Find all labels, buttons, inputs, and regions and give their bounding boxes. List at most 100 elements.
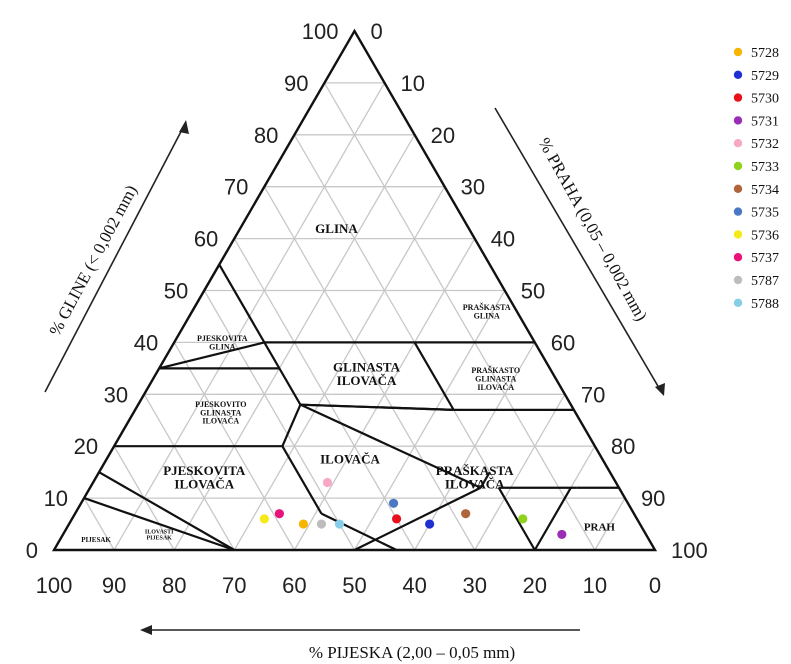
silt-tick-label: 40 xyxy=(491,227,515,252)
legend-label-5732: 5732 xyxy=(751,137,779,152)
silt-tick-label: 30 xyxy=(461,175,485,200)
class-boundary xyxy=(83,497,235,552)
silt-tick-label: 0 xyxy=(371,19,383,44)
sample-point-5733 xyxy=(518,514,528,524)
sand-tick-label: 100 xyxy=(36,573,73,598)
sample-point-5732 xyxy=(322,477,333,488)
region-label-silty-clay: PRAŠKASTA xyxy=(463,302,511,312)
sand-tick-label: 80 xyxy=(162,573,186,598)
region-label-sand: PIJESAK xyxy=(81,536,111,544)
triangle-frame xyxy=(51,28,658,552)
sand-tick-label: 60 xyxy=(282,573,306,598)
class-boundary xyxy=(299,403,482,489)
grid-line-silt-90 xyxy=(594,497,626,551)
clay-tick-label: 40 xyxy=(134,330,158,355)
class-boundary xyxy=(354,486,482,551)
grid-line-silt-70 xyxy=(474,393,566,551)
clay-axis-arrowhead xyxy=(179,120,189,134)
legend-marker-5730 xyxy=(733,93,743,102)
sample-point-5731 xyxy=(557,529,567,540)
class-boundary xyxy=(533,487,572,551)
legend-label-5730: 5730 xyxy=(751,92,779,107)
region-label-sandy-clay: GLINA xyxy=(209,342,235,351)
grid-line-sand-70 xyxy=(143,393,235,551)
silt-tick-label: 60 xyxy=(551,330,575,355)
region-label-loamy-sand: ILOVASTI xyxy=(145,529,174,535)
sample-points xyxy=(259,477,567,540)
clay-tick-label: 100 xyxy=(302,19,339,44)
sample-point-5728 xyxy=(298,519,309,529)
texture-class-boundaries xyxy=(83,263,619,552)
legend-marker-5735 xyxy=(733,207,743,216)
region-label-sandy-loam: PJESKOVITA xyxy=(163,463,246,478)
class-boundary xyxy=(281,404,302,447)
clay-tick-label: 20 xyxy=(74,434,98,459)
sand-tick-label: 30 xyxy=(462,573,486,598)
region-label-loamy-sand: PIJESAK xyxy=(147,536,173,542)
silt-axis-arrow xyxy=(494,107,663,394)
class-boundary xyxy=(479,471,491,489)
silt-tick-label: 100 xyxy=(671,538,708,563)
legend-label-5729: 5729 xyxy=(751,69,779,84)
grid-line-sand-50 xyxy=(203,290,356,551)
class-boundary xyxy=(320,512,398,551)
class-boundary xyxy=(497,487,536,551)
class-boundary xyxy=(300,403,454,411)
legend-label-5728: 5728 xyxy=(751,46,779,61)
sample-point-5734 xyxy=(461,509,471,519)
sand-tick-label: 0 xyxy=(649,573,661,598)
class-boundary xyxy=(98,471,235,551)
clay-tick-label: 80 xyxy=(254,123,278,148)
region-label-sandy-clay: PJESKOVITA xyxy=(197,334,248,343)
legend-marker-5788 xyxy=(733,298,743,307)
sand-axis-title: % PIJESKA (2,00 – 0,05 mm) xyxy=(309,643,515,662)
sand-tick-label: 90 xyxy=(102,573,126,598)
sample-point-5735 xyxy=(388,498,399,508)
sand-axis: % PIJESKA (2,00 – 0,05 mm) xyxy=(140,625,580,662)
region-label-clay-loam: ILOVAČA xyxy=(337,373,397,388)
sample-point-5737 xyxy=(274,509,284,519)
region-label-sandy-clay-loam: ILOVAČA xyxy=(202,416,239,426)
region-label-loam: ILOVAČA xyxy=(320,452,380,467)
legend-marker-5737 xyxy=(733,253,743,262)
legend-label-5735: 5735 xyxy=(751,206,779,221)
region-label-silty-clay-loam: GLINASTA xyxy=(475,375,516,384)
sample-point-5729 xyxy=(425,519,435,529)
grid-line-sand-30 xyxy=(263,186,476,551)
region-label-silty-clay-loam: PRAŠKASTO xyxy=(471,365,520,375)
grid-line-silt-60 xyxy=(414,342,536,551)
clay-axis: % GLINE (< 0,002 mm) xyxy=(44,120,189,393)
region-label-silt-loam: ILOVAČA xyxy=(445,477,505,492)
legend-marker-5728 xyxy=(733,47,743,57)
silt-tick-label: 70 xyxy=(581,382,605,407)
legend-marker-5734 xyxy=(733,184,743,193)
sand-tick-label: 50 xyxy=(342,573,366,598)
legend-marker-5787 xyxy=(733,275,743,285)
silt-tick-label: 90 xyxy=(641,486,665,511)
region-label-sandy-clay-loam: PJESKOVITO xyxy=(195,400,246,409)
class-boundary xyxy=(218,263,266,343)
legend-marker-5736 xyxy=(733,230,743,239)
region-label-clay: GLINA xyxy=(315,221,358,236)
region-label-sandy-clay-loam: GLINASTA xyxy=(200,408,241,417)
legend: 5728 5729 5730 5731 5732 5733 5734 5735 5736 5737… xyxy=(733,46,779,312)
clay-tick-label: 10 xyxy=(44,486,68,511)
region-label-silt-loam: PRAŠKASTA xyxy=(436,463,514,478)
silt-tick-label: 50 xyxy=(521,279,545,304)
clay-tick-label: 60 xyxy=(194,227,218,252)
legend-label-5788: 5788 xyxy=(751,297,779,312)
clay-tick-label: 0 xyxy=(26,538,38,563)
sand-tick-label: 20 xyxy=(523,573,547,598)
grid-line-sand-10 xyxy=(323,82,596,551)
sand-tick-label: 40 xyxy=(402,573,426,598)
silt-tick-label: 10 xyxy=(401,71,425,96)
silt-axis: % PRAHA (0,05 – 0,002 mm) xyxy=(494,107,665,396)
legend-label-5734: 5734 xyxy=(751,183,779,198)
legend-marker-5729 xyxy=(733,70,743,80)
region-label-silty-clay: GLINA xyxy=(474,311,500,320)
region-label-silt: PRAH xyxy=(584,521,616,533)
legend-label-5737: 5737 xyxy=(751,251,779,266)
legend-label-5733: 5733 xyxy=(751,160,779,175)
legend-label-5731: 5731 xyxy=(751,114,779,129)
